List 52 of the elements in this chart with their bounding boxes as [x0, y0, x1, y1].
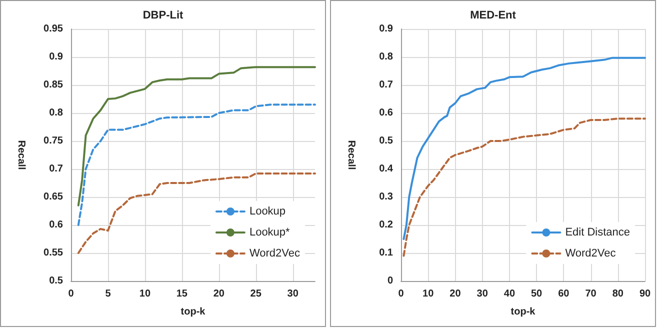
x-tick-label: 5: [105, 288, 112, 300]
line-series: [77, 66, 316, 206]
x-tick-label: 20: [213, 288, 225, 300]
y-tick-label: 0.7: [49, 164, 64, 174]
y-tick-label: 0.95: [44, 24, 64, 34]
y-tick-label: 0.8: [379, 52, 394, 62]
y-tick-label: 0.85: [44, 80, 64, 90]
line-series: [77, 104, 316, 226]
legend-label: Word2Vec: [249, 248, 300, 260]
legend-label: Lookup*: [249, 226, 291, 238]
y-axis-title: Recall: [346, 140, 356, 170]
line-series: [402, 118, 646, 257]
y-tick-label: 0.9: [49, 52, 64, 62]
y-tick-label: 0.3: [379, 192, 394, 202]
chart-title: MED-Ent: [470, 10, 516, 22]
x-axis-title: top-k: [510, 306, 536, 318]
y-tick-label: 0.8: [49, 108, 64, 118]
legend-label: Edit Distance: [565, 226, 630, 238]
x-tick-label: 0: [398, 288, 404, 300]
y-tick-label: 0.9: [379, 24, 394, 34]
x-tick-label: 60: [558, 288, 570, 300]
line-series: [402, 56, 646, 240]
y-tick-label: 0.75: [44, 136, 64, 146]
x-tick-label: 70: [585, 288, 597, 300]
x-tick-label: 30: [287, 288, 299, 300]
x-tick-label: 20: [450, 288, 462, 300]
x-tick-label: 15: [176, 288, 188, 300]
x-tick-label: 25: [250, 288, 262, 300]
y-tick-label: 0.5: [49, 276, 64, 286]
y-axis-title: Recall: [16, 140, 26, 170]
x-tick-label: 40: [504, 288, 516, 300]
y-tick-label: 0.65: [44, 192, 64, 202]
legend-label: Lookup: [249, 206, 286, 218]
x-tick-label: 50: [530, 288, 543, 300]
x-tick-label: 10: [139, 288, 151, 300]
legend-label: Word2Vec: [565, 248, 616, 260]
y-tick-label: 0: [387, 276, 394, 286]
y-tick-label: 0.6: [379, 108, 394, 118]
x-tick-label: 30: [476, 288, 488, 300]
y-tick-label: 0.5: [379, 136, 394, 146]
chart-title: DBP-Lit: [142, 10, 184, 22]
x-tick-label: 80: [612, 288, 624, 300]
x-axis-title: top-k: [180, 306, 206, 318]
y-tick-label: 0.1: [379, 248, 394, 258]
x-tick-label: 10: [422, 288, 434, 300]
y-tick-label: 0.6: [49, 220, 64, 230]
x-tick-label: 90: [639, 288, 651, 300]
y-tick-label: 0.55: [44, 248, 64, 258]
y-tick-label: 0.4: [379, 164, 394, 174]
y-tick-label: 0.2: [379, 220, 394, 230]
x-tick-label: 0: [68, 288, 74, 300]
y-tick-label: 0.7: [379, 80, 394, 90]
